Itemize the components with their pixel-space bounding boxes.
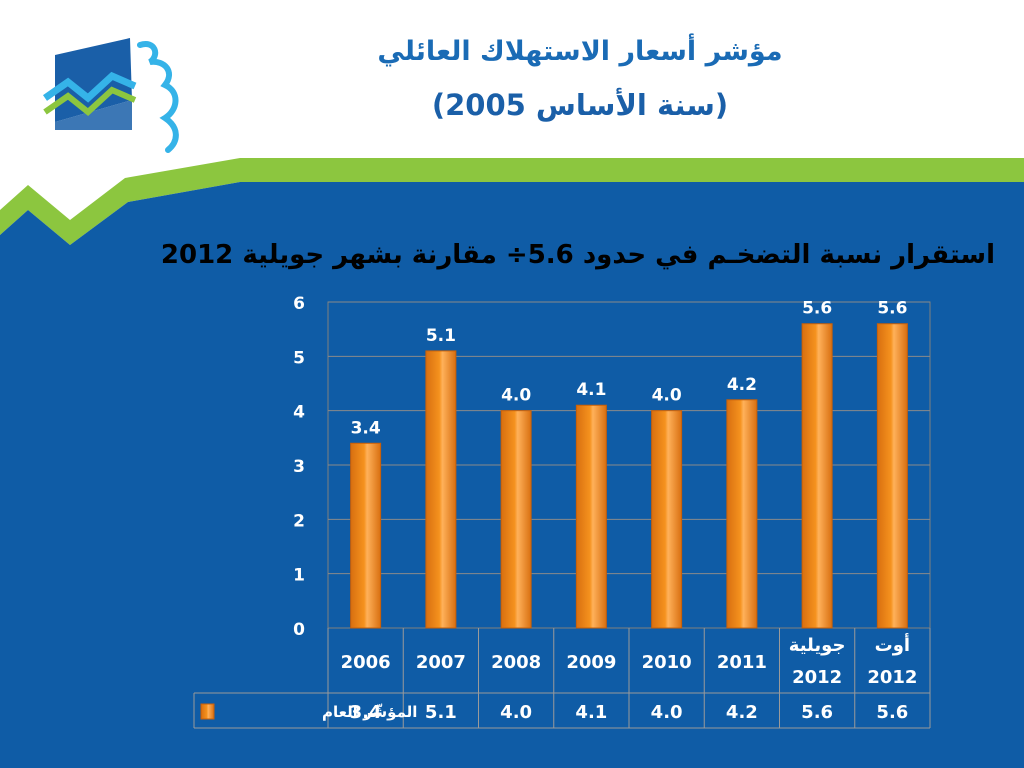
data-label: 5.1 <box>426 326 456 346</box>
bar <box>425 350 457 629</box>
legend-series-name: المؤشّر العام <box>322 703 417 721</box>
table-value: 3.4 <box>350 702 382 723</box>
bar <box>801 323 833 629</box>
legend-key <box>200 703 215 720</box>
y-tick-label: 2 <box>293 511 305 531</box>
table-value: 4.1 <box>575 702 607 723</box>
y-tick-label: 3 <box>293 457 305 477</box>
table-value: 5.6 <box>876 702 908 723</box>
table-value: 4.0 <box>500 702 532 723</box>
data-label: 3.4 <box>351 418 381 438</box>
table-value: 4.0 <box>651 702 683 723</box>
slide-title: مؤشر أسعار الاستهلاك العائلي <box>377 36 783 67</box>
bar <box>726 399 758 629</box>
logo-icon <box>43 38 179 153</box>
bar <box>575 404 607 629</box>
slide-title-base-year: (سنة الأساس 2005) <box>431 88 729 122</box>
table-value: 5.1 <box>425 702 457 723</box>
y-tick-label: 5 <box>293 348 305 368</box>
bar <box>500 410 532 629</box>
table-value: 4.2 <box>726 702 758 723</box>
y-tick-label: 6 <box>293 294 305 314</box>
x-tick-label: 2007 <box>416 652 466 673</box>
x-tick-label: 2011 <box>717 652 767 673</box>
y-tick-label: 0 <box>293 620 305 640</box>
data-label: 4.0 <box>652 386 682 406</box>
y-tick-label: 4 <box>293 403 305 423</box>
green-band <box>0 158 1024 245</box>
data-label: 4.0 <box>501 386 531 406</box>
data-label: 5.6 <box>802 299 832 319</box>
x-tick-label: أوت <box>875 633 910 656</box>
x-tick-label: جويلية <box>789 635 846 656</box>
data-label: 4.2 <box>727 375 757 395</box>
x-tick-label: 2010 <box>642 652 692 673</box>
x-tick-label: 2008 <box>491 652 541 673</box>
data-label: 4.1 <box>576 380 606 400</box>
bar <box>876 323 908 629</box>
data-label: 5.6 <box>877 299 907 319</box>
x-tick-label: 2012 <box>792 667 842 688</box>
x-tick-label: 2012 <box>867 667 917 688</box>
x-tick-label: 2009 <box>566 652 616 673</box>
bar <box>350 442 382 629</box>
y-tick-label: 1 <box>293 566 305 586</box>
slide-subtitle: استقرار نسبة التضخـم في حدود 5.6÷ مقارنة… <box>160 240 995 270</box>
x-tick-label: 2006 <box>341 652 391 673</box>
bar <box>651 410 683 629</box>
table-value: 5.6 <box>801 702 833 723</box>
